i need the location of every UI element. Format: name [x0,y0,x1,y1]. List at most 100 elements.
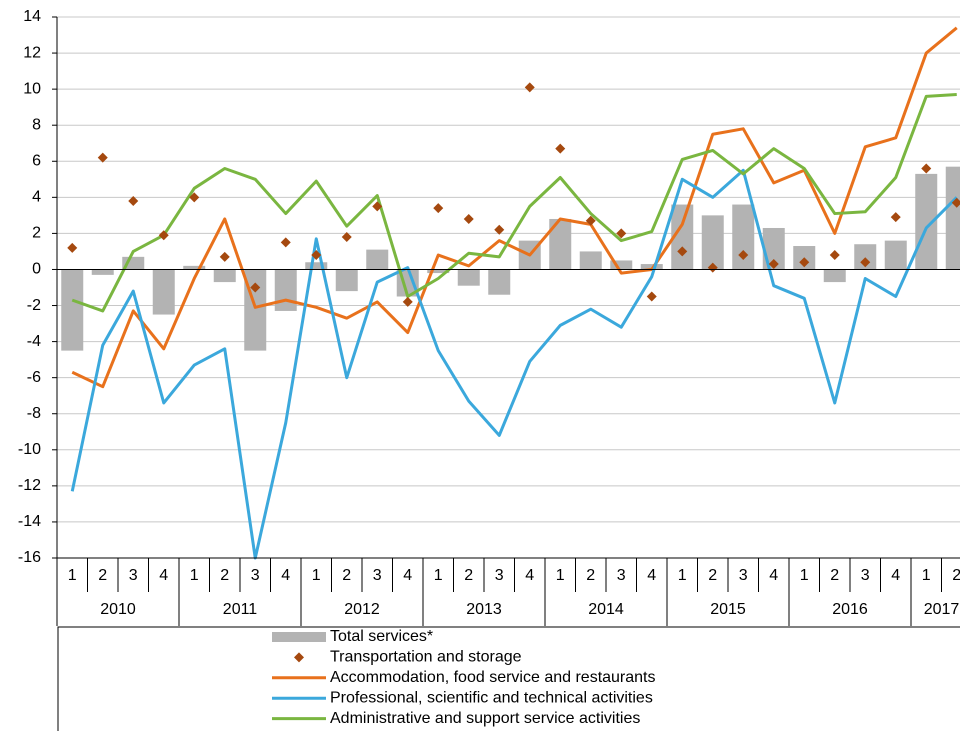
x-tick-label: 2 [708,567,717,584]
x-group-label: 2016 [832,601,868,618]
legend-swatch [272,632,326,642]
legend-label: Professional, scientific and technical a… [330,689,653,706]
marker [585,215,596,226]
y-tick-label: -8 [27,405,41,422]
marker [677,246,688,257]
marker [860,257,871,268]
bar [671,204,694,270]
bar [488,269,511,295]
x-group-label: 2010 [100,601,136,618]
marker [646,291,657,302]
x-tick-label: 1 [312,567,321,584]
legend-swatch [294,652,304,663]
marker [463,213,474,224]
marker [311,250,322,261]
marker [219,251,230,262]
line [71,26,958,389]
marker [829,250,840,261]
marker [158,230,169,241]
x-group-label: 2014 [588,601,624,618]
y-tick-label: -16 [18,549,41,566]
y-tick-label: -12 [18,477,41,494]
y-tick-label: -14 [18,513,41,530]
y-tick-label: -6 [27,369,41,386]
bar [701,215,724,270]
y-tick-label: 8 [32,116,41,133]
y-tick-label: 0 [32,261,41,278]
bar [884,240,907,270]
x-tick-label: 2 [830,567,839,584]
x-tick-label: 3 [495,567,504,584]
y-tick-label: -10 [18,441,41,458]
bar [335,269,358,292]
x-tick-label: 4 [647,567,656,584]
x-tick-label: 2 [952,567,960,584]
x-tick-label: 1 [556,567,565,584]
marker [707,262,718,273]
x-tick-label: 4 [159,567,168,584]
marker [799,257,810,268]
x-tick-label: 1 [678,567,687,584]
legend-label: Total services* [330,628,433,645]
marker [67,242,78,253]
bar [640,264,663,270]
x-tick-label: 1 [434,567,443,584]
x-group-label: 2015 [710,601,746,618]
line [71,93,957,313]
x-group-label: 2011 [223,601,258,618]
legend-label: Transportation and storage [330,649,522,666]
x-tick-label: 3 [129,567,138,584]
x-tick-label: 4 [403,567,412,584]
x-tick-label: 4 [525,567,534,584]
bar [91,269,114,275]
marker [128,195,139,206]
bar [579,251,602,270]
marker [921,163,932,174]
x-tick-label: 4 [891,567,900,584]
x-tick-label: 3 [739,567,748,584]
marker [951,197,960,208]
bar [61,269,84,351]
bar [427,269,450,274]
bar [305,262,328,270]
y-tick-label: 6 [32,152,41,169]
bar [213,269,236,283]
x-tick-label: 3 [861,567,870,584]
x-tick-label: 3 [617,567,626,584]
x-tick-label: 1 [190,567,199,584]
marker [494,224,505,235]
bar [854,244,877,270]
x-tick-label: 2 [586,567,595,584]
bar [549,218,572,270]
marker [402,296,413,307]
x-tick-label: 4 [769,567,778,584]
x-group-label: 2013 [466,601,502,618]
x-group-label: 2017 [924,601,960,618]
marker [280,237,291,248]
marker [189,192,200,203]
bar [915,173,938,270]
marker [97,152,108,163]
x-tick-label: 2 [342,567,351,584]
marker [768,259,779,270]
bar [152,269,175,315]
x-tick-label: 4 [281,567,290,584]
bar [610,260,633,270]
y-tick-label: 2 [32,225,41,242]
y-tick-label: -4 [27,333,41,350]
x-tick-label: 3 [251,567,260,584]
y-tick-label: 10 [23,80,41,97]
legend-label: Accommodation, food service and restaura… [330,669,656,686]
x-tick-label: 1 [800,567,809,584]
x-tick-label: 2 [220,567,229,584]
marker [524,82,535,93]
bar [274,269,297,311]
legend-label: Administrative and support service activ… [330,710,640,727]
x-tick-label: 2 [464,567,473,584]
y-tick-label: 4 [32,189,41,206]
x-tick-label: 2 [98,567,107,584]
bar [823,269,846,283]
marker [250,282,261,293]
x-group-label: 2012 [344,601,380,618]
